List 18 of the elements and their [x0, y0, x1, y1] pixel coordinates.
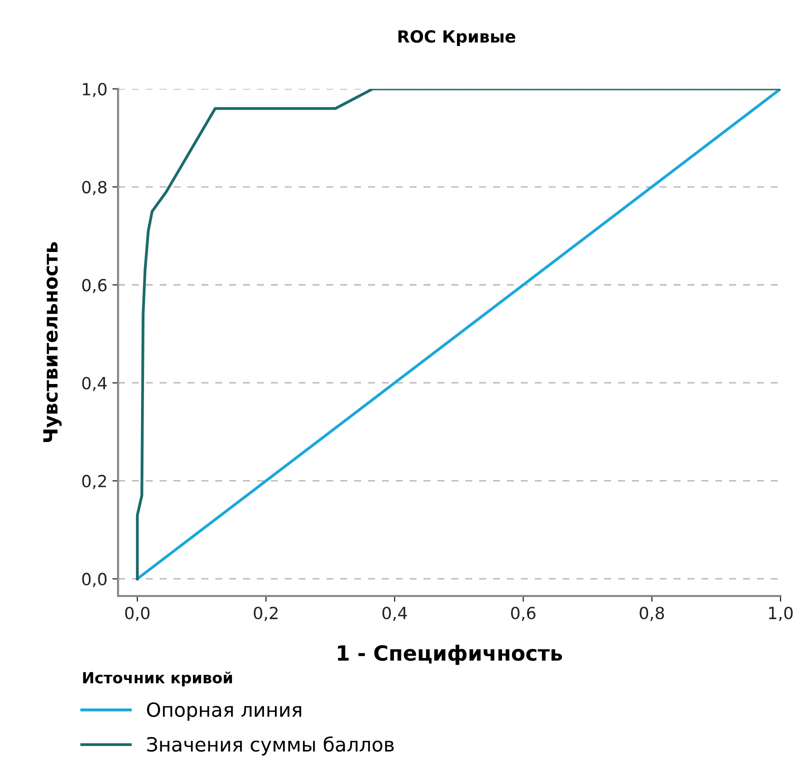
chart-title: ROC Кривые — [398, 30, 516, 46]
y-tick-label: 0,8 — [82, 180, 106, 196]
x-tick-label: 0,2 — [254, 606, 278, 621]
y-tick-label: 0,4 — [82, 376, 107, 392]
x-tick-label: 0,6 — [511, 606, 536, 621]
y-tick-label: 1,0 — [82, 82, 107, 98]
legend-title: Источник кривой — [83, 672, 232, 686]
x-axis-title: 1 - Специфичность — [338, 644, 562, 665]
y-axis-title: Чувствительность — [43, 242, 62, 442]
x-tick-label: 0,8 — [640, 606, 664, 621]
y-tick-label: 0,0 — [82, 572, 107, 588]
y-tick-label: 0,2 — [82, 474, 106, 490]
x-tick-label: 0,0 — [125, 606, 150, 621]
y-tick-label: 0,6 — [82, 278, 107, 294]
x-tick-label: 0,4 — [382, 606, 407, 621]
x-tick-label: 1,0 — [769, 606, 793, 621]
legend-label: Опорная линия — [146, 702, 302, 721]
legend-label: Значения суммы баллов — [147, 736, 394, 756]
